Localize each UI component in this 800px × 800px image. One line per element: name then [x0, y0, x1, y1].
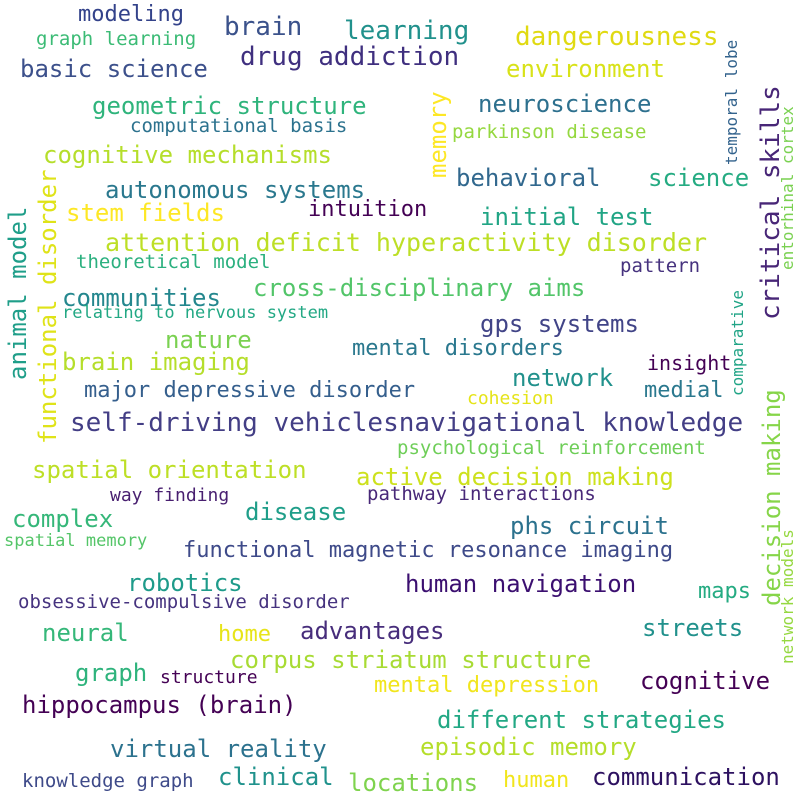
cloud-word-mental-depression: mental depression	[374, 673, 600, 698]
cloud-word-cognitive: cognitive	[640, 667, 771, 695]
cloud-word-functional-magnetic-resonance-imaging: functional magnetic resonance imaging	[183, 538, 674, 563]
cloud-word-functional-disorder: functional disorder	[34, 169, 62, 444]
cloud-word-insight: insight	[647, 351, 732, 375]
cloud-word-cross-disciplinary-aims: cross-disciplinary aims	[253, 274, 586, 302]
cloud-word-neuroscience: neuroscience	[478, 90, 652, 118]
cloud-word-learning: learning	[344, 16, 470, 46]
cloud-word-structure: structure	[160, 667, 258, 688]
cloud-word-maps: maps	[698, 579, 751, 604]
cloud-word-human-navigation: human navigation	[405, 570, 637, 598]
cloud-word-modeling: modeling	[78, 2, 184, 27]
cloud-word-attention-deficit-hyperactivity-disorder: attention deficit hyperactivity disorder	[105, 228, 708, 257]
cloud-word-virtual-reality: virtual reality	[110, 735, 327, 763]
cloud-word-locations: locations	[348, 769, 479, 797]
cloud-word-medial: medial	[644, 378, 724, 403]
cloud-word-hippocampus-brain: hippocampus (brain)	[22, 691, 297, 719]
cloud-word-parkinson-disease: parkinson disease	[452, 121, 647, 143]
cloud-word-science: science	[648, 164, 750, 192]
cloud-word-temporal-lobe: temporal lobe	[722, 39, 741, 165]
cloud-word-knowledge-graph: knowledge graph	[22, 770, 194, 792]
cloud-word-environment: environment	[506, 55, 665, 83]
cloud-word-cognitive-mechanisms: cognitive mechanisms	[43, 141, 332, 169]
cloud-word-gps-systems: gps systems	[480, 310, 639, 338]
cloud-word-brain: brain	[224, 12, 303, 42]
cloud-word-mental-disorders: mental disorders	[352, 336, 564, 361]
cloud-word-obsessive-compulsive-disorder: obsessive-compulsive disorder	[18, 591, 350, 613]
cloud-word-network: network	[512, 364, 614, 392]
cloud-word-episodic-memory: episodic memory	[420, 733, 637, 761]
cloud-word-robotics: robotics	[127, 569, 243, 597]
cloud-word-stem-fields: stem fields	[66, 199, 225, 227]
cloud-word-psychological-reinforcement: psychological reinforcement	[397, 437, 706, 459]
cloud-word-autonomous-systems: autonomous systems	[105, 176, 366, 204]
cloud-word-drug-addiction: drug addiction	[240, 42, 460, 72]
cloud-word-cohesion: cohesion	[467, 388, 554, 409]
cloud-word-graph-learning: graph learning	[36, 28, 197, 50]
cloud-word-relating-to-nervous-system: relating to nervous system	[62, 303, 329, 323]
cloud-word-different-strategies: different strategies	[437, 706, 726, 734]
cloud-word-graph: graph	[75, 659, 148, 687]
cloud-word-theoretical-model: theoretical model	[76, 251, 271, 273]
cloud-word-clinical: clinical	[218, 763, 334, 791]
cloud-word-pathway-interactions: pathway interactions	[367, 483, 596, 505]
cloud-word-spatial-memory: spatial memory	[4, 531, 148, 551]
cloud-word-way-finding: way finding	[110, 485, 230, 506]
cloud-word-corpus-striatum-structure: corpus striatum structure	[230, 646, 592, 674]
cloud-word-complex: complex	[12, 505, 114, 533]
cloud-word-memory: memory	[424, 91, 452, 178]
cloud-word-computational-basis: computational basis	[130, 115, 348, 137]
cloud-word-communities: communities	[62, 284, 221, 312]
cloud-word-animal-model: animal model	[4, 206, 32, 380]
cloud-word-human: human	[503, 768, 570, 793]
cloud-word-entorhinal-cortex: entorhinal cortex	[778, 106, 797, 270]
cloud-word-home: home	[218, 622, 271, 647]
cloud-word-phs-circuit: phs circuit	[510, 512, 669, 540]
cloud-word-streets: streets	[642, 614, 744, 642]
cloud-word-dangerousness: dangerousness	[515, 22, 719, 52]
cloud-word-spatial-orientation: spatial orientation	[32, 456, 307, 484]
cloud-word-behavioral: behavioral	[456, 164, 601, 192]
cloud-word-pattern: pattern	[620, 255, 701, 277]
cloud-word-disease: disease	[245, 498, 347, 526]
cloud-word-active-decision-making: active decision making	[356, 463, 674, 491]
cloud-word-major-depressive-disorder: major depressive disorder	[84, 378, 416, 403]
cloud-word-basic-science: basic science	[20, 55, 208, 83]
cloud-word-initial-test: initial test	[480, 203, 654, 231]
cloud-word-comparative: comparative	[728, 290, 747, 396]
cloud-word-communication: communication	[592, 763, 780, 791]
cloud-word-neural: neural	[42, 619, 129, 647]
cloud-word-advantages: advantages	[300, 617, 445, 645]
cloud-word-brain-imaging: brain imaging	[62, 348, 250, 376]
cloud-word-geometric-structure: geometric structure	[92, 92, 367, 120]
cloud-word-network-models: network models	[778, 529, 797, 664]
cloud-word-self-driving-vehiclesnavigational-knowledge: self-driving vehiclesnavigational knowle…	[70, 408, 744, 438]
cloud-word-nature: nature	[165, 326, 252, 354]
cloud-word-intuition: intuition	[308, 197, 428, 222]
